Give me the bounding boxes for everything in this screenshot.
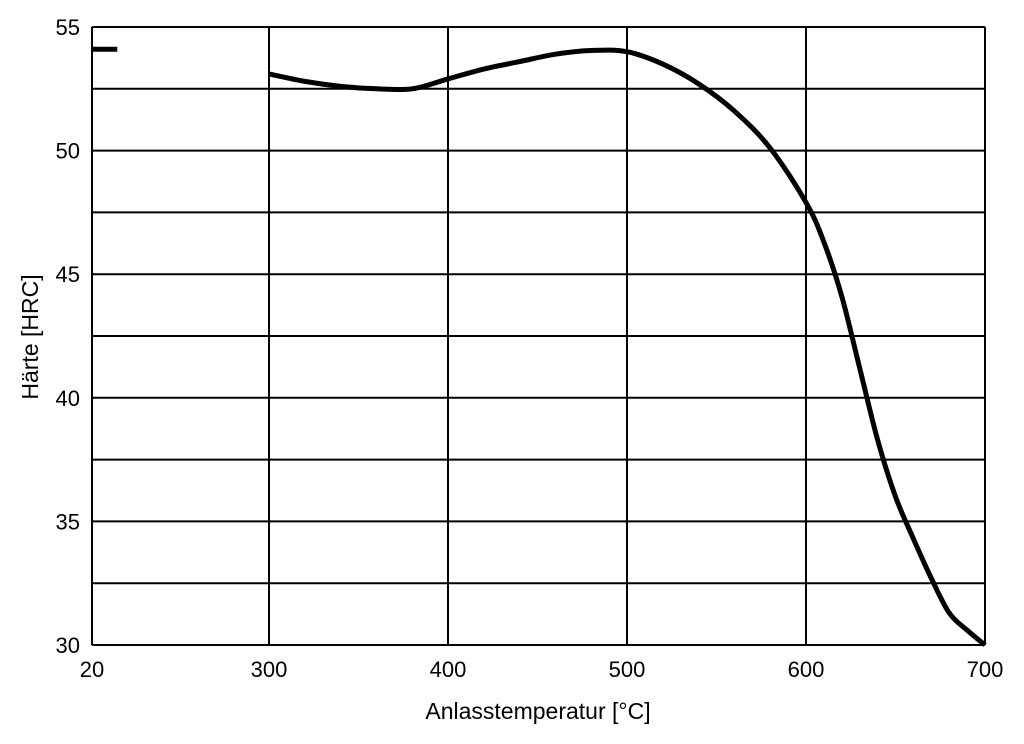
data-lines (92, 46, 987, 647)
grid (91, 26, 986, 646)
y-tick-label-0: 30 (56, 633, 80, 658)
y-tick-label-2: 40 (56, 386, 80, 411)
y-tick-label-1: 35 (56, 509, 80, 534)
x-tick-label-3: 500 (609, 657, 646, 682)
y-tick-label-3: 45 (56, 262, 80, 287)
x-axis-title: Anlasstemperatur [°C] (425, 698, 650, 724)
x-tick-label-4: 600 (788, 657, 825, 682)
series-line-tempered (268, 47, 987, 647)
x-tick-label-2: 400 (430, 657, 467, 682)
y-axis-title: Härte [HRC] (17, 274, 43, 399)
y-tick-label-5: 55 (56, 15, 80, 40)
x-tick-labels: 20 300 400 500 600 700 (80, 657, 1004, 682)
y-tick-labels: 30 35 40 45 50 55 (56, 15, 80, 658)
y-tick-label-4: 50 (56, 139, 80, 164)
x-tick-label-0: 20 (80, 657, 104, 682)
x-tick-label-5: 700 (967, 657, 1004, 682)
x-tick-label-1: 300 (251, 657, 288, 682)
